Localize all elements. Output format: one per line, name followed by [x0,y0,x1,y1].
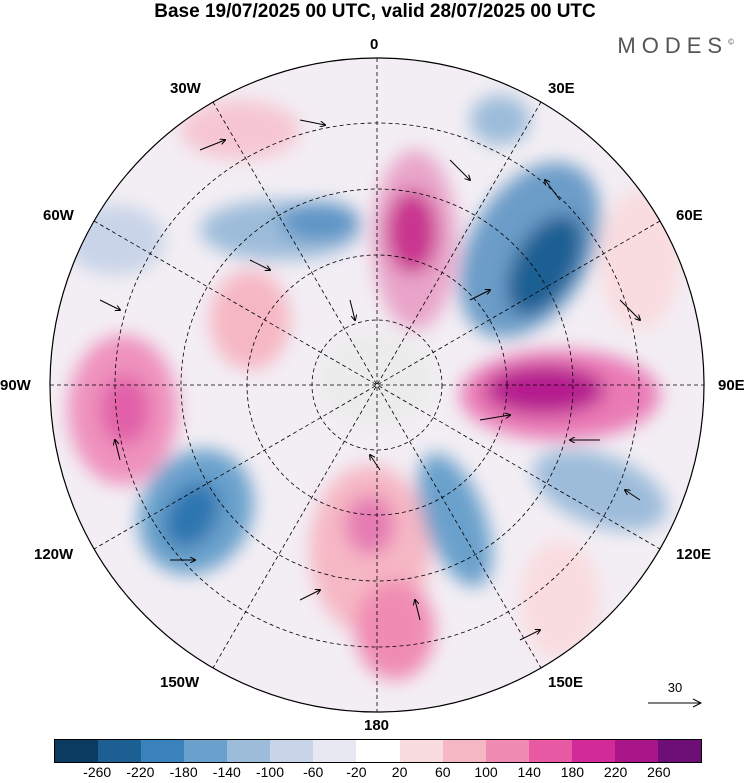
map-border [49,57,705,713]
colorbar-tick-label: 100 [474,764,498,780]
colorbar-swatch [485,740,529,762]
colorbar-tick-label: -180 [169,764,198,780]
colorbar-tick-label: -140 [212,764,241,780]
wind-vectors [99,119,640,641]
lon-label-150e: 150E [548,674,584,691]
colorbar-tick-label: -100 [255,764,285,780]
lon-label-90e: 90E [718,377,745,394]
lon-label-150w: 150W [160,674,200,691]
colorbar-swatch [356,740,400,762]
brand-name: MODES [617,33,729,58]
colorbar-tick-label: 60 [435,764,451,780]
colorbar-tick-label: -60 [303,764,324,780]
colorbar-swatch [528,740,572,762]
reference-vector-label: 30 [667,680,683,695]
lon-label-120w: 120W [34,546,74,563]
lon-label-0: 0 [370,36,379,53]
lon-label-120e: 120E [676,546,712,563]
lon-label-60e: 60E [676,207,703,224]
anomaly-field [50,58,704,712]
colorbar-tick-label: -20 [346,764,367,780]
map-title: Base 19/07/2025 00 UTC, valid 28/07/2025… [154,1,596,22]
brand-mark: © [728,37,734,47]
reference-vector: 30 [646,680,704,713]
graticule [50,58,704,712]
colorbar-swatch [313,740,357,762]
colorbar-swatch [270,740,314,762]
anomaly-blobs [65,95,680,680]
colorbar-swatch [614,740,658,762]
colorbar-swatch [571,740,615,762]
modes-logo: MODES© [617,33,734,59]
colorbar-swatch [399,740,443,762]
colorbar-swatch [55,740,99,762]
colorbar-swatch [227,740,271,762]
lon-label-60w: 60W [43,207,74,224]
colorbar-tick-label: 260 [647,764,671,780]
colorbar-tick-label: 140 [517,764,541,780]
colorbar-tick-label: 20 [391,764,408,780]
colorbar-tick-label: 180 [560,764,585,780]
colorbar-tick-label: -220 [126,764,155,780]
right-arrow-icon [648,698,703,708]
colorbar-swatch [657,740,701,762]
lon-label-30w: 30W [170,80,201,97]
colorbar-swatch [141,740,185,762]
lon-label-90w: 90W [0,377,31,394]
colorbar-tick-label: 220 [603,764,628,780]
colorbar-swatch [184,740,228,762]
colorbar-tick-label: -260 [83,764,112,780]
colorbar [54,739,702,763]
colorbar-ticks: -260 -220 -180 -140 -100 -60 -20 20 60 100 140 180 2… [54,764,702,782]
lon-label-180: 180 [364,717,390,734]
colorbar-swatch [98,740,142,762]
colorbar-swatch [442,740,486,762]
lon-label-30e: 30E [548,80,575,97]
